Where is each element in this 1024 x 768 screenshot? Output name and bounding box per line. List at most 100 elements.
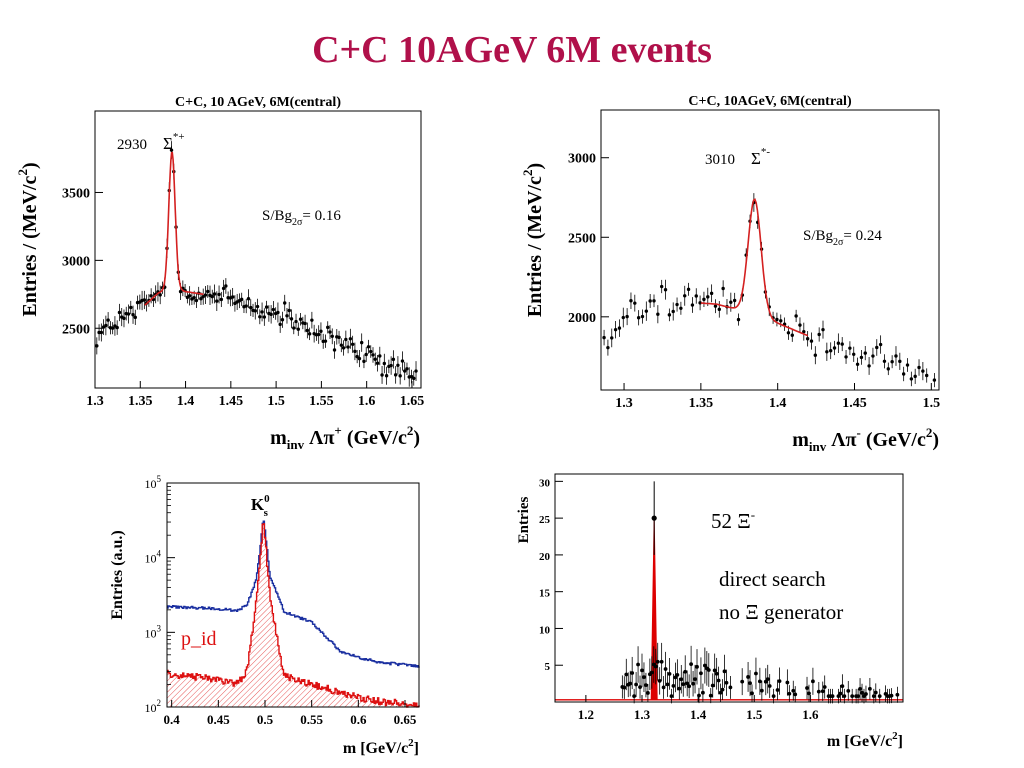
- signal-background-ratio: S/Bg2σ= 0.24: [803, 228, 882, 248]
- y-axis-label: Entries: [516, 497, 532, 544]
- data-point: [822, 685, 827, 689]
- data-point: [210, 294, 214, 299]
- plot-frame: [554, 473, 904, 703]
- data-point: [384, 374, 389, 378]
- data-point: [855, 362, 860, 366]
- data-point: [852, 352, 856, 356]
- data-point: [905, 363, 910, 367]
- annotation-line: direct search: [719, 567, 826, 591]
- data-point: [350, 342, 355, 346]
- data-point: [721, 286, 725, 291]
- data-point: [382, 361, 387, 366]
- data-point: [634, 682, 639, 687]
- data-point: [736, 317, 741, 322]
- data-point: [117, 310, 122, 315]
- data-point: [706, 295, 710, 299]
- data-point: [187, 294, 192, 298]
- data-point: [713, 304, 718, 308]
- data-point: [203, 293, 208, 297]
- data-point: [393, 373, 398, 377]
- plot-frame: [166, 482, 420, 708]
- data-point: [110, 326, 115, 330]
- data-point: [400, 359, 405, 363]
- data-point: [679, 306, 683, 310]
- data-point: [794, 314, 798, 318]
- x-tick-label: 1.2: [578, 707, 594, 722]
- data-point: [657, 678, 662, 683]
- data-point: [701, 690, 705, 695]
- data-point: [882, 359, 887, 363]
- data-point: [380, 373, 384, 377]
- y-tick-label: 104: [145, 549, 162, 566]
- x-tick-label: 1.5: [267, 394, 285, 409]
- y-tick-label: 3500: [62, 186, 90, 201]
- hatched-fill: [167, 523, 419, 708]
- data-point: [702, 663, 707, 668]
- data-point: [681, 682, 686, 687]
- data-point: [289, 317, 294, 321]
- data-point: [398, 374, 402, 378]
- data-point: [131, 313, 135, 317]
- data-point: [625, 314, 629, 319]
- data-point: [663, 287, 668, 292]
- k0s-panel: 0.4 0.45 0.5 0.55 0.6 0.65 102 103 104 105 m [GeV/…: [95, 470, 430, 760]
- data-point: [832, 346, 837, 350]
- y-tick-label: 2500: [568, 231, 596, 246]
- y-tick-label: 103: [145, 623, 162, 640]
- pid-candidates-curve: [167, 523, 420, 708]
- data-point: [802, 329, 806, 334]
- data-point: [775, 317, 779, 322]
- data-point: [359, 340, 364, 345]
- y-tick-label: 2500: [62, 322, 90, 337]
- data-point: [642, 675, 646, 680]
- data-point: [644, 309, 649, 313]
- data-point: [779, 319, 783, 323]
- data-point: [652, 299, 656, 303]
- x-axis-label: minv Λπ+ (GeV/c2): [270, 423, 420, 452]
- x-tick-label: 1.45: [219, 394, 244, 409]
- data-point: [917, 365, 921, 370]
- data-point: [754, 671, 758, 676]
- data-point: [206, 289, 210, 294]
- data-point: [665, 682, 670, 687]
- data-point: [793, 692, 798, 697]
- data-point: [767, 684, 772, 688]
- data-point: [913, 374, 917, 379]
- data-point: [875, 345, 879, 350]
- data-point: [757, 679, 762, 684]
- fit-curve: [144, 151, 204, 306]
- sigma-minus-chart: 1.3 1.35 1.4 1.45 1.5 2000 2500 3000 C+C, 10AGeV…: [520, 94, 940, 454]
- x-tick-label: 1.65: [400, 394, 425, 409]
- data-point: [624, 672, 629, 677]
- y-tick-label: 20: [539, 551, 551, 563]
- data-point: [215, 299, 219, 303]
- data-point: [820, 689, 825, 694]
- data-point: [748, 681, 752, 686]
- y-tick-label: 3000: [62, 254, 90, 269]
- data-point: [809, 339, 814, 343]
- data-point: [787, 691, 792, 696]
- x-tick-label: 1.35: [128, 394, 153, 409]
- data-point: [771, 694, 776, 699]
- data-point: [629, 299, 633, 303]
- data-point: [133, 315, 137, 320]
- data-point: [319, 329, 323, 333]
- data-point: [364, 352, 368, 357]
- data-point: [667, 671, 672, 676]
- x-tick-label: 0.45: [207, 712, 230, 727]
- data-point: [901, 372, 906, 376]
- data-point: [659, 659, 664, 664]
- x-tick-label: 1.5: [746, 707, 763, 722]
- data-point: [305, 328, 310, 333]
- fit-curve: [700, 198, 809, 337]
- data-point: [840, 684, 845, 689]
- data-point: [253, 309, 257, 313]
- data-point: [212, 292, 217, 296]
- sigma-minus-panel: 1.3 1.35 1.4 1.45 1.5 2000 2500 3000 C+C, 10AGeV…: [505, 85, 950, 465]
- data-point: [844, 355, 848, 359]
- data-point: [412, 376, 416, 381]
- data-point: [355, 354, 359, 359]
- data-point: [777, 679, 782, 684]
- data-point: [889, 693, 894, 698]
- data-point: [683, 669, 688, 674]
